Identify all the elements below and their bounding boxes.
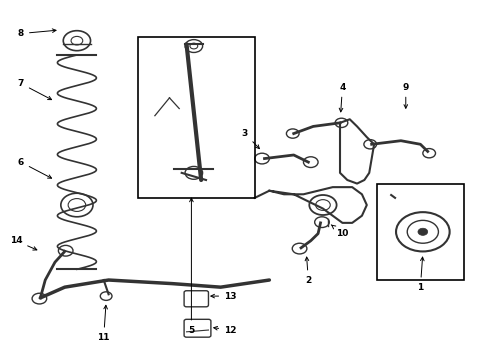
Text: 8: 8 [18,29,56,38]
Text: 11: 11 [98,305,110,342]
Circle shape [418,228,428,235]
Text: 5: 5 [188,198,195,334]
Text: 14: 14 [10,236,37,250]
Text: 3: 3 [242,129,259,149]
Bar [376,184,464,280]
Text: 7: 7 [18,79,51,100]
Bar [138,37,255,198]
Text: 13: 13 [211,292,237,301]
Text: 12: 12 [214,325,237,334]
Text: 9: 9 [403,83,409,108]
Text: 10: 10 [331,225,348,238]
Text: 2: 2 [305,257,312,284]
Text: 6: 6 [18,158,51,178]
Text: 4: 4 [339,83,345,112]
Text: 1: 1 [417,257,424,292]
